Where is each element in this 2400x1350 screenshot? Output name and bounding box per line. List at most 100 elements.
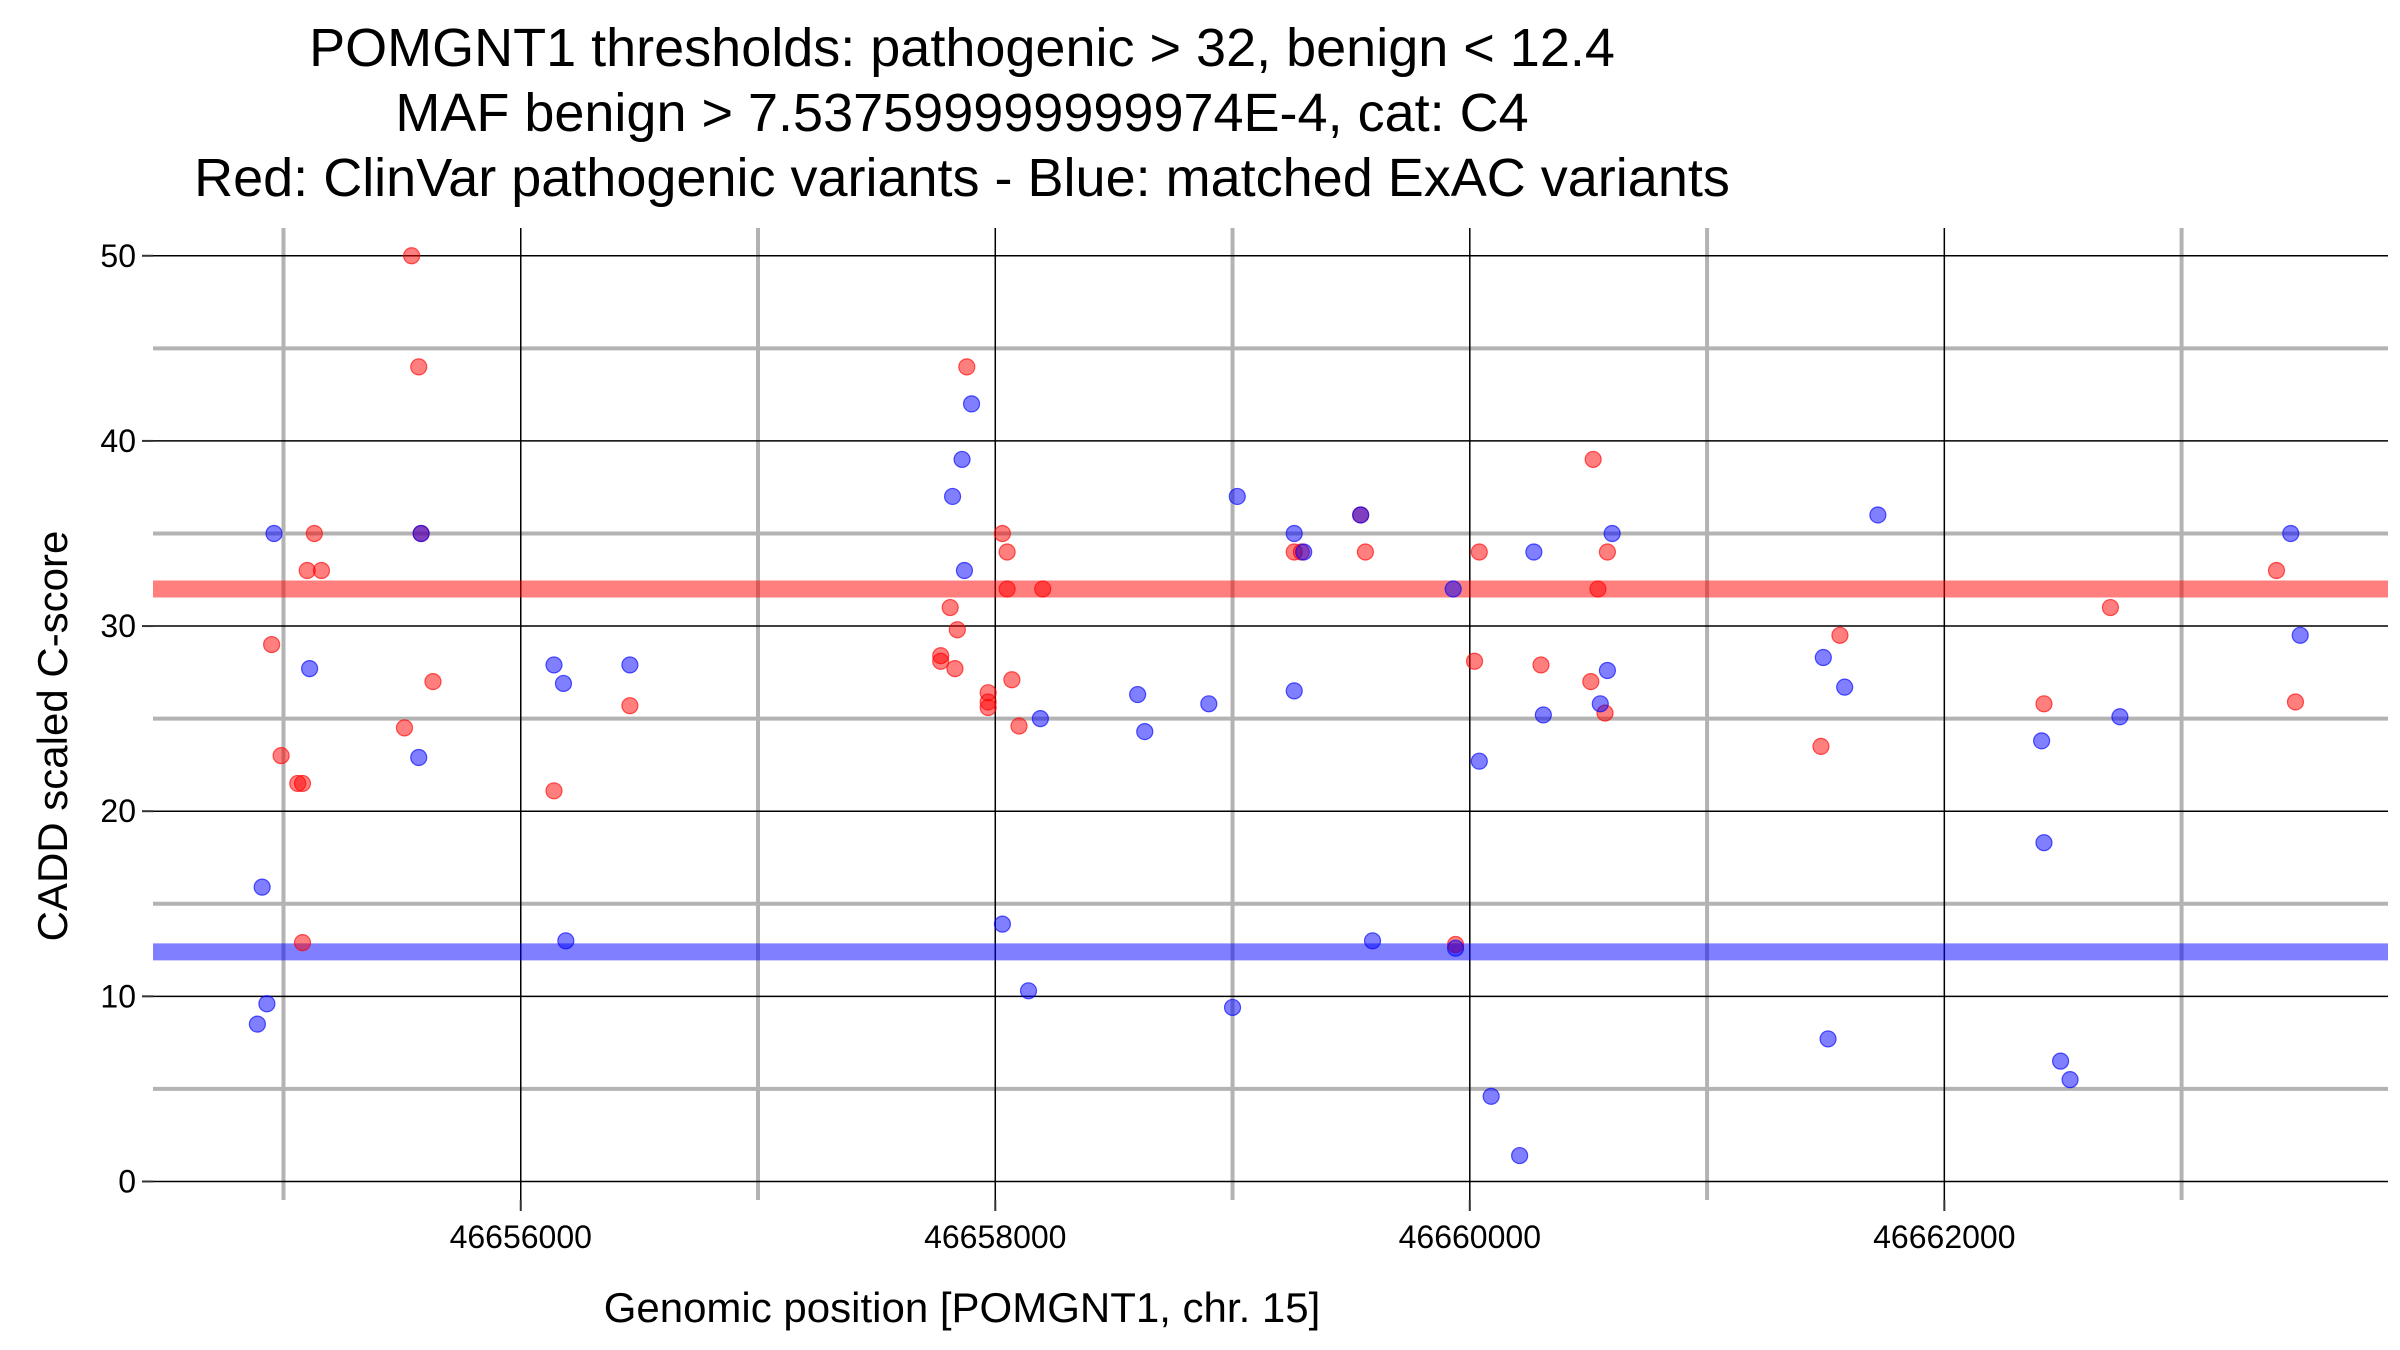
- x-axis: 46656000 46658000 46660000 46662000: [450, 1200, 2016, 1255]
- pathogenic-point: [1356, 543, 1375, 561]
- benign-point: [1136, 722, 1154, 741]
- pathogenic-point: [998, 543, 1016, 561]
- benign-point: [2061, 1071, 2079, 1089]
- benign-point: [265, 524, 283, 543]
- pathogenic-point: [946, 660, 964, 678]
- pathogenic-point: [2101, 598, 2120, 617]
- threshold-lines: [153, 580, 2388, 961]
- benign-point: [1470, 752, 1488, 770]
- benign-point: [1444, 580, 1462, 598]
- pathogenic-point: [293, 774, 312, 793]
- benign-point: [557, 932, 575, 950]
- benign-point: [1019, 982, 1038, 1000]
- benign-point: [1482, 1087, 1500, 1105]
- chart-title: POMGNT1 thresholds: pathogenic > 32, ben…: [194, 18, 1730, 208]
- benign-point: [1352, 506, 1370, 524]
- benign-point: [1129, 685, 1147, 704]
- pathogenic-point: [1582, 672, 1600, 691]
- benign-point: [545, 656, 563, 674]
- pathogenic-point: [293, 934, 312, 952]
- benign-point: [962, 395, 981, 413]
- pathogenic-point: [993, 524, 1011, 543]
- benign-point: [1534, 706, 1552, 724]
- major-grid: [153, 228, 2388, 1200]
- pathogenic-point: [545, 782, 563, 800]
- benign-point: [1285, 682, 1303, 700]
- benign-point: [1228, 487, 1246, 506]
- pathogenic-point: [410, 358, 428, 376]
- benign-point: [554, 674, 573, 693]
- benign-point: [1598, 661, 1617, 680]
- pathogenic-point: [1470, 543, 1488, 561]
- y-tick-label: 20: [100, 793, 136, 829]
- benign-point: [1285, 524, 1303, 543]
- pathogenic-point: [2035, 695, 2053, 713]
- pathogenic-point: [948, 621, 966, 639]
- pathogenic-point: [312, 561, 331, 580]
- y-tick-label: 0: [118, 1163, 136, 1199]
- benign-point: [1814, 648, 1832, 667]
- pathogenic-point: [1532, 656, 1550, 674]
- chart-title-line-2: MAF benign > 7.537599999999974E-4, cat: …: [395, 83, 1528, 143]
- pathogenic-point: [424, 672, 442, 691]
- pathogenic-point: [1831, 626, 1849, 644]
- benign-point: [621, 656, 639, 674]
- benign-point: [2291, 626, 2309, 644]
- y-axis: 0 10 20 30 40 50: [100, 238, 153, 1199]
- pathogenic-point: [958, 358, 976, 376]
- x-tick-label: 46662000: [1873, 1219, 2015, 1255]
- pathogenic-point: [998, 580, 1016, 598]
- y-tick-label: 10: [100, 978, 136, 1014]
- x-tick-label: 46656000: [450, 1219, 592, 1255]
- chart-title-line-1: POMGNT1 thresholds: pathogenic > 32, ben…: [309, 18, 1615, 78]
- x-tick-label: 46658000: [924, 1219, 1066, 1255]
- pathogenic-point: [2267, 561, 2286, 580]
- pathogenic-point: [1589, 580, 1607, 598]
- benign-point: [2282, 524, 2300, 543]
- chart-title-line-3: Red: ClinVar pathogenic variants - Blue:…: [194, 148, 1730, 208]
- pathogenic-point: [1003, 671, 1021, 689]
- pathogenic-point: [2286, 693, 2305, 711]
- pathogenic-point: [979, 698, 997, 717]
- pathogenic-point: [1598, 543, 1617, 561]
- pathogenic-point: [1034, 580, 1052, 598]
- benign-point: [1446, 939, 1465, 957]
- benign-point: [253, 878, 271, 896]
- pathogenic-point: [263, 635, 281, 654]
- pathogenic-point: [1465, 652, 1484, 670]
- benign-point: [248, 1015, 266, 1033]
- benign-point: [1869, 506, 1887, 524]
- pathogenic-point: [395, 719, 414, 737]
- benign-point: [412, 524, 430, 543]
- pathogenic-point: [621, 697, 639, 715]
- pathogenic-point: [932, 652, 950, 670]
- benign-point: [1603, 524, 1621, 543]
- benign-point: [993, 915, 1011, 933]
- benign-point: [2032, 732, 2051, 750]
- pathogenic-point: [1584, 450, 1602, 469]
- pathogenic-point: [305, 524, 323, 543]
- benign-point: [2111, 708, 2129, 726]
- benign-point: [1295, 543, 1313, 561]
- y-axis-label: CADD scaled C-score: [29, 531, 76, 942]
- x-tick-label: 46660000: [1399, 1219, 1541, 1255]
- pathogenic-point: [1010, 717, 1028, 735]
- benign-point: [410, 748, 428, 767]
- pathogenic-point: [298, 561, 316, 580]
- benign-point: [1836, 678, 1854, 696]
- pathogenic-point: [403, 247, 421, 265]
- benign-point: [1591, 695, 1609, 713]
- benign-point: [2051, 1052, 2070, 1070]
- benign-point: [258, 995, 276, 1013]
- minor-grid: [153, 228, 2388, 1200]
- benign-point: [1819, 1030, 1837, 1048]
- pathogenic-point: [1812, 737, 1830, 756]
- benign-point: [955, 561, 974, 580]
- benign-point: [1363, 932, 1382, 950]
- data-points: [248, 247, 2309, 1165]
- pathogenic-point: [941, 598, 959, 617]
- benign-point: [943, 487, 962, 506]
- benign-point: [300, 660, 319, 678]
- y-tick-label: 30: [100, 608, 136, 644]
